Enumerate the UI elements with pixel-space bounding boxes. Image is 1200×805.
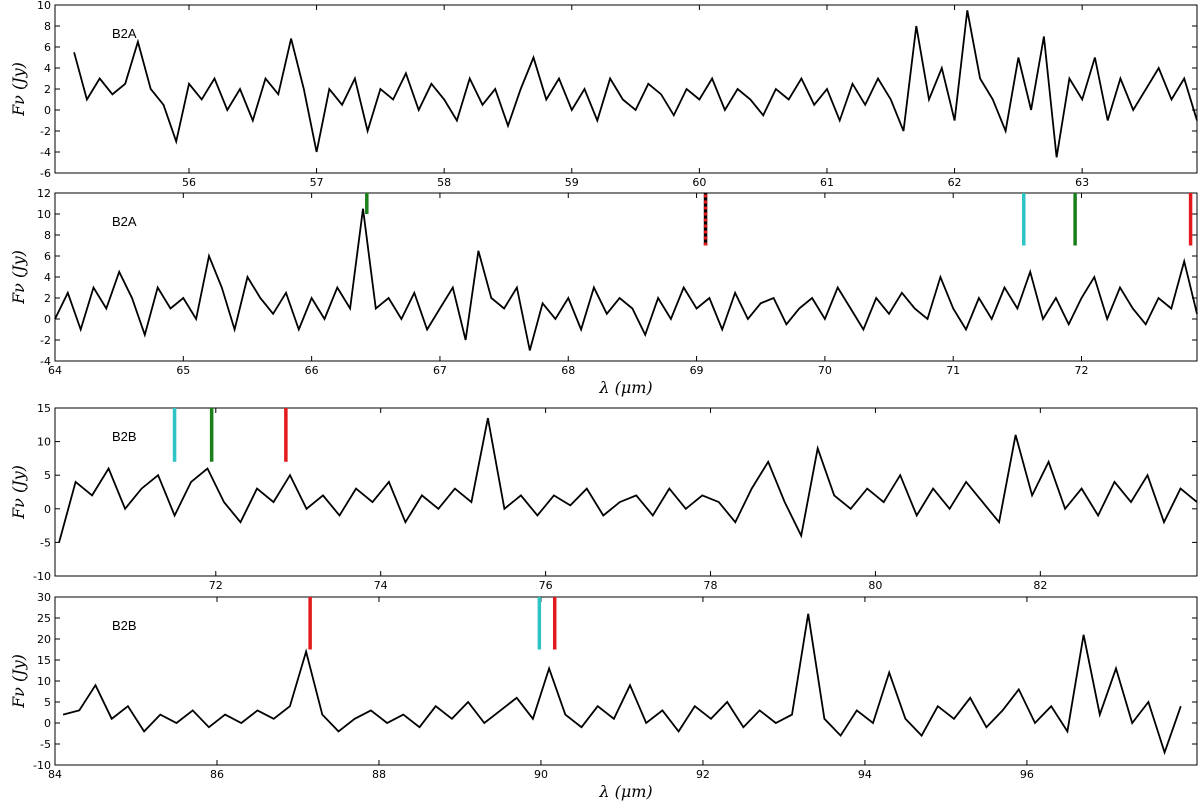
y-tick-label: 10 <box>37 208 51 221</box>
y-tick-label: 0 <box>44 313 51 326</box>
y-tick-label: 25 <box>37 612 51 625</box>
plot-frame <box>54 407 1198 577</box>
plot-frame <box>54 596 1198 766</box>
x-tick-label: 90 <box>534 768 548 781</box>
x-tick-label: 86 <box>210 768 224 781</box>
x-tick-label: 62 <box>948 176 962 189</box>
x-tick-label: 61 <box>820 176 834 189</box>
y-tick-label: 2 <box>44 83 51 96</box>
y-tick-label: 10 <box>37 436 51 449</box>
y-tick-label: 6 <box>44 250 51 263</box>
x-tick-label: 76 <box>539 579 553 592</box>
y-tick-label: 5 <box>44 469 51 482</box>
x-tick-label: 58 <box>437 176 451 189</box>
x-tick-label: 65 <box>176 364 190 377</box>
x-tick-label: 57 <box>310 176 324 189</box>
x-tick-label: 71 <box>946 364 960 377</box>
y-tick-label: 10 <box>37 0 51 12</box>
x-tick-label: 94 <box>858 768 872 781</box>
x-tick-label: 72 <box>1075 364 1089 377</box>
y-axis-label: Fν (Jy) <box>9 62 28 117</box>
y-tick-label: 20 <box>37 633 51 646</box>
y-tick-label: -2 <box>40 125 51 138</box>
spectrum-line <box>58 417 1198 543</box>
y-tick-label: -10 <box>33 759 51 772</box>
spectrum-line <box>62 613 1182 756</box>
panel-label: B2A <box>112 26 137 41</box>
x-tick-label: 80 <box>868 579 882 592</box>
x-tick-label: 60 <box>692 176 706 189</box>
x-tick-label: 66 <box>305 364 319 377</box>
x-tick-label: 88 <box>372 768 386 781</box>
x-tick-label: 67 <box>433 364 447 377</box>
y-tick-label: -10 <box>33 570 51 583</box>
y-axis-label: Fν (Jy) <box>9 654 28 709</box>
y-tick-label: 0 <box>44 717 51 730</box>
y-tick-label: 8 <box>44 229 51 242</box>
y-tick-label: 15 <box>37 654 51 667</box>
y-tick-label: 2 <box>44 292 51 305</box>
x-tick-label: 92 <box>696 768 710 781</box>
y-tick-label: -4 <box>40 355 51 368</box>
y-tick-label: -5 <box>40 738 51 751</box>
y-tick-label: 30 <box>37 591 51 604</box>
y-axis-label: Fν (Jy) <box>9 250 28 305</box>
y-tick-label: 12 <box>37 187 51 200</box>
spectrum-line <box>54 208 1198 351</box>
y-tick-label: 8 <box>44 20 51 33</box>
x-axis-label: λ (μm) <box>598 782 652 801</box>
x-tick-label: 64 <box>48 364 62 377</box>
y-tick-label: -6 <box>40 167 51 180</box>
y-tick-label: 6 <box>44 41 51 54</box>
y-tick-label: -2 <box>40 334 51 347</box>
x-tick-label: 69 <box>690 364 704 377</box>
x-tick-label: 96 <box>1020 768 1034 781</box>
panel-label: B2A <box>112 214 137 229</box>
x-tick-label: 72 <box>209 579 223 592</box>
x-tick-label: 78 <box>704 579 718 592</box>
y-tick-label: 5 <box>44 696 51 709</box>
x-tick-label: 74 <box>374 579 388 592</box>
y-tick-label: 4 <box>44 62 51 75</box>
x-tick-label: 59 <box>565 176 579 189</box>
x-tick-label: 63 <box>1075 176 1089 189</box>
y-tick-label: 10 <box>37 675 51 688</box>
y-tick-label: -4 <box>40 146 51 159</box>
panel-label: B2B <box>112 618 137 633</box>
x-tick-label: 84 <box>48 768 62 781</box>
y-tick-label: 15 <box>37 402 51 415</box>
x-tick-label: 68 <box>561 364 575 377</box>
y-axis-label: Fν (Jy) <box>9 465 28 520</box>
spectrum-line <box>73 10 1198 158</box>
y-tick-label: -5 <box>40 536 51 549</box>
x-tick-label: 82 <box>1033 579 1047 592</box>
panel-label: B2B <box>112 429 137 444</box>
x-tick-label: 70 <box>818 364 832 377</box>
x-tick-label: 56 <box>182 176 196 189</box>
plot-frame <box>54 192 1198 362</box>
x-axis-label: λ (μm) <box>598 378 652 397</box>
y-tick-label: 0 <box>44 104 51 117</box>
y-tick-label: 0 <box>44 503 51 516</box>
y-tick-label: 4 <box>44 271 51 284</box>
